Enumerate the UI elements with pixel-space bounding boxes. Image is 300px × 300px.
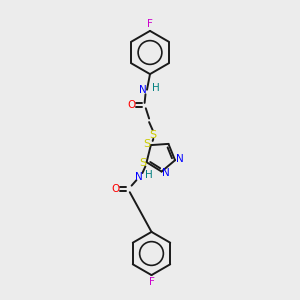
Text: N: N [139,85,147,95]
Text: H: H [145,170,152,180]
Text: N: N [176,154,184,164]
Text: O: O [128,100,136,110]
Text: O: O [112,184,120,194]
Text: S: S [139,158,146,168]
Text: S: S [150,130,157,140]
Text: H: H [152,83,159,93]
Text: F: F [148,277,154,287]
Text: F: F [147,19,153,29]
Text: S: S [143,139,150,149]
Text: N: N [135,172,143,182]
Text: N: N [163,168,170,178]
